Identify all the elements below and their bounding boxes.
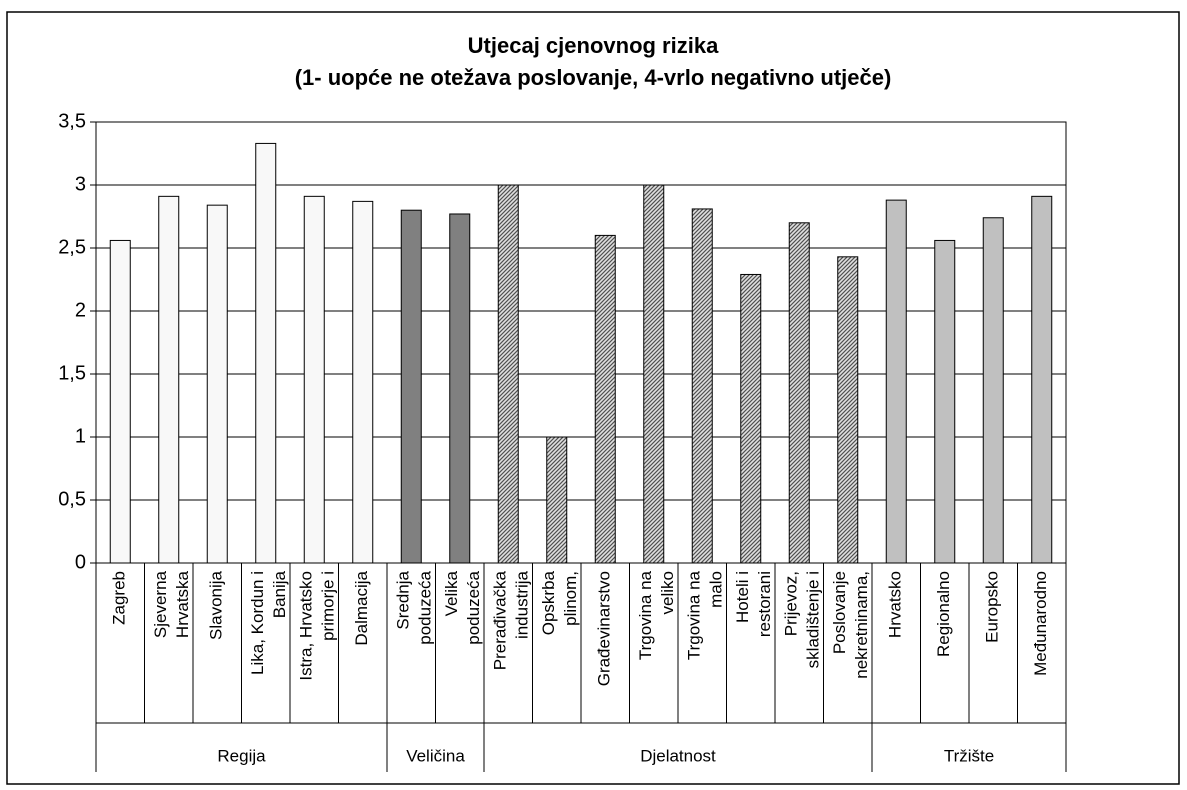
bar <box>449 213 471 564</box>
bar <box>934 239 956 564</box>
bar <box>788 222 810 564</box>
group-label: Veličina <box>406 746 465 765</box>
x-tick-label: Lika, Kordun i <box>248 571 267 675</box>
bar <box>546 436 568 564</box>
x-tick-label: Europsko <box>983 571 1002 643</box>
y-tick-label: 3,5 <box>58 110 86 132</box>
x-tick-label: nekretninama, <box>852 571 871 679</box>
bar <box>837 256 859 564</box>
x-tick-label: Hrvatska <box>173 570 192 638</box>
x-tick-label: industrija <box>513 570 532 639</box>
x-tick-label: Zagreb <box>110 571 129 625</box>
y-tick-label: 3 <box>75 173 86 195</box>
y-tick-label: 0,5 <box>58 488 86 510</box>
bar <box>1031 195 1053 564</box>
bar <box>691 208 713 564</box>
x-tick-label: Trgovina na <box>685 570 704 660</box>
plot-area <box>95 121 1067 564</box>
y-tick-label: 1 <box>75 425 86 447</box>
bar <box>255 142 277 564</box>
bar <box>303 195 325 564</box>
x-tick-label: Regionalno <box>934 571 953 657</box>
x-tick-label: plinom, <box>561 571 580 626</box>
x-tick-label: malo <box>707 571 726 608</box>
bar <box>643 184 665 564</box>
bar <box>497 184 519 564</box>
y-tick-label: 2 <box>75 299 86 321</box>
group-label: Regija <box>217 746 266 765</box>
bar <box>982 217 1004 564</box>
x-tick-label: Hrvatsko <box>886 571 905 638</box>
bar <box>594 234 616 564</box>
x-tick-label: Trgovina na <box>636 570 655 660</box>
x-tick-label: Prijevoz, <box>782 571 801 636</box>
x-tick-label: Hoteli i <box>733 571 752 623</box>
group-label: Djelatnost <box>640 746 716 765</box>
x-tick-label: Velika <box>442 570 461 616</box>
bar <box>740 273 762 564</box>
x-tick-label: Prerađivačka <box>491 570 510 670</box>
group-label: Tržište <box>944 746 994 765</box>
x-tick-label: Opskrba <box>539 570 558 635</box>
x-tick-label: Građevinarstvo <box>595 571 614 686</box>
chart-subtitle: (1- uopće ne otežava poslovanje, 4-vrlo … <box>295 65 892 90</box>
x-tick-label: veliko <box>658 571 677 614</box>
x-tick-label: Slavonija <box>207 570 226 640</box>
bar <box>885 199 907 564</box>
x-tick-label: poduzeća <box>416 570 435 644</box>
x-tick-label: poduzeća <box>464 570 483 644</box>
bar <box>109 239 131 564</box>
x-tick-label: skladištenje i <box>804 571 823 668</box>
x-tick-label: Banija <box>270 570 289 618</box>
x-tick-label: restorani <box>755 571 774 637</box>
x-tick-label: primorje i <box>319 571 338 641</box>
bar <box>158 195 180 564</box>
y-tick-label: 1,5 <box>58 362 86 384</box>
chart-title: Utjecaj cjenovnog rizika <box>468 33 719 58</box>
x-tick-label: Srednja <box>394 570 413 629</box>
x-tick-label: Istra, Hrvatsko <box>297 571 316 681</box>
bar <box>352 200 374 564</box>
bar <box>206 204 228 564</box>
y-tick-label: 0 <box>75 551 86 573</box>
x-tick-label: Poslovanje <box>830 571 849 654</box>
x-tick-label: Sjeverna <box>151 570 170 638</box>
x-tick-label: Međunarodno <box>1031 571 1050 676</box>
x-tick-label: Dalmacija <box>352 570 371 645</box>
y-tick-label: 2,5 <box>58 236 86 258</box>
bar <box>400 209 422 564</box>
